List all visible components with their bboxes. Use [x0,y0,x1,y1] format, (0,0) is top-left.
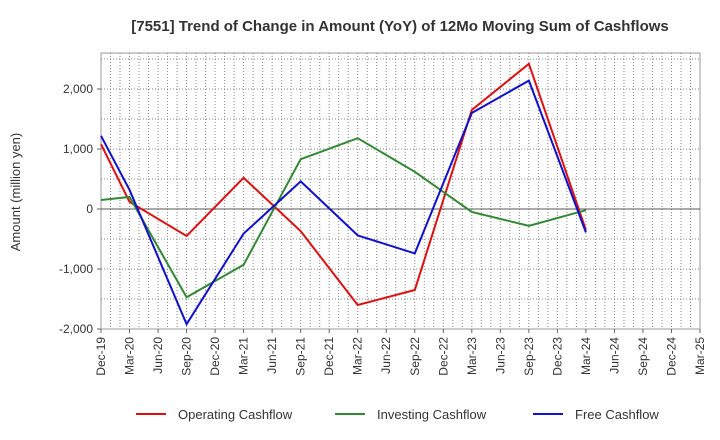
x-tick-label: Mar-22 [351,337,365,375]
x-tick-label: Mar-23 [465,337,479,375]
x-tick-label: Sep-24 [636,337,650,376]
plot-frame [100,52,701,330]
x-tick-label: Sep-21 [294,337,308,376]
x-tick-label: Mar-24 [579,337,593,375]
y-axis: -2,000 -1,000 0 1,000 2,000 [59,82,101,336]
series-line-investing-cashflow [100,137,587,299]
x-tick-label: Dec-21 [322,337,336,376]
x-tick-label: Dec-22 [436,337,450,376]
chart-title: [7551] Trend of Change in Amount (YoY) o… [131,18,669,35]
series-lines [100,62,587,327]
grid [101,53,700,329]
y-tick-label: 2,000 [63,82,93,96]
x-tick-label: Mar-21 [237,337,251,375]
y-tick-label: 0 [86,202,93,216]
x-tick-label: Mar-20 [123,337,137,375]
x-tick-label: Dec-19 [94,337,108,376]
x-tick-label: Jun-23 [493,337,507,374]
y-tick-label: 1,000 [63,142,93,156]
x-tick-label: Dec-23 [550,337,564,376]
x-tick-label: Mar-25 [693,337,707,375]
legend-label-free-cashflow: Free Cashflow [575,407,659,422]
x-tick-label: Jun-21 [265,337,279,374]
x-tick-label: Sep-23 [522,337,536,376]
x-tick-label: Sep-22 [408,337,422,376]
x-tick-label: Sep-20 [180,337,194,376]
series-line-operating-cashflow [100,62,587,307]
x-tick-label: Jun-22 [379,337,393,374]
legend: Operating Cashflow Investing Cashflow Free… [136,407,659,422]
y-axis-label: Amount (million yen) [8,133,23,252]
x-tick-label: Jun-20 [151,337,165,374]
series-line-free-cashflow [100,79,587,327]
x-tick-label: Dec-24 [664,337,678,376]
y-tick-label: -1,000 [59,262,93,276]
legend-label-operating-cashflow: Operating Cashflow [178,407,293,422]
x-axis: Dec-19 Mar-20 Jun-20 Sep-20 Dec-20 Mar-21 Jun-… [94,329,707,376]
plot-area [100,52,701,330]
x-tick-label: Dec-20 [208,337,222,376]
legend-label-investing-cashflow: Investing Cashflow [377,407,487,422]
x-tick-label: Jun-24 [607,337,621,374]
y-tick-label: -2,000 [59,322,93,336]
